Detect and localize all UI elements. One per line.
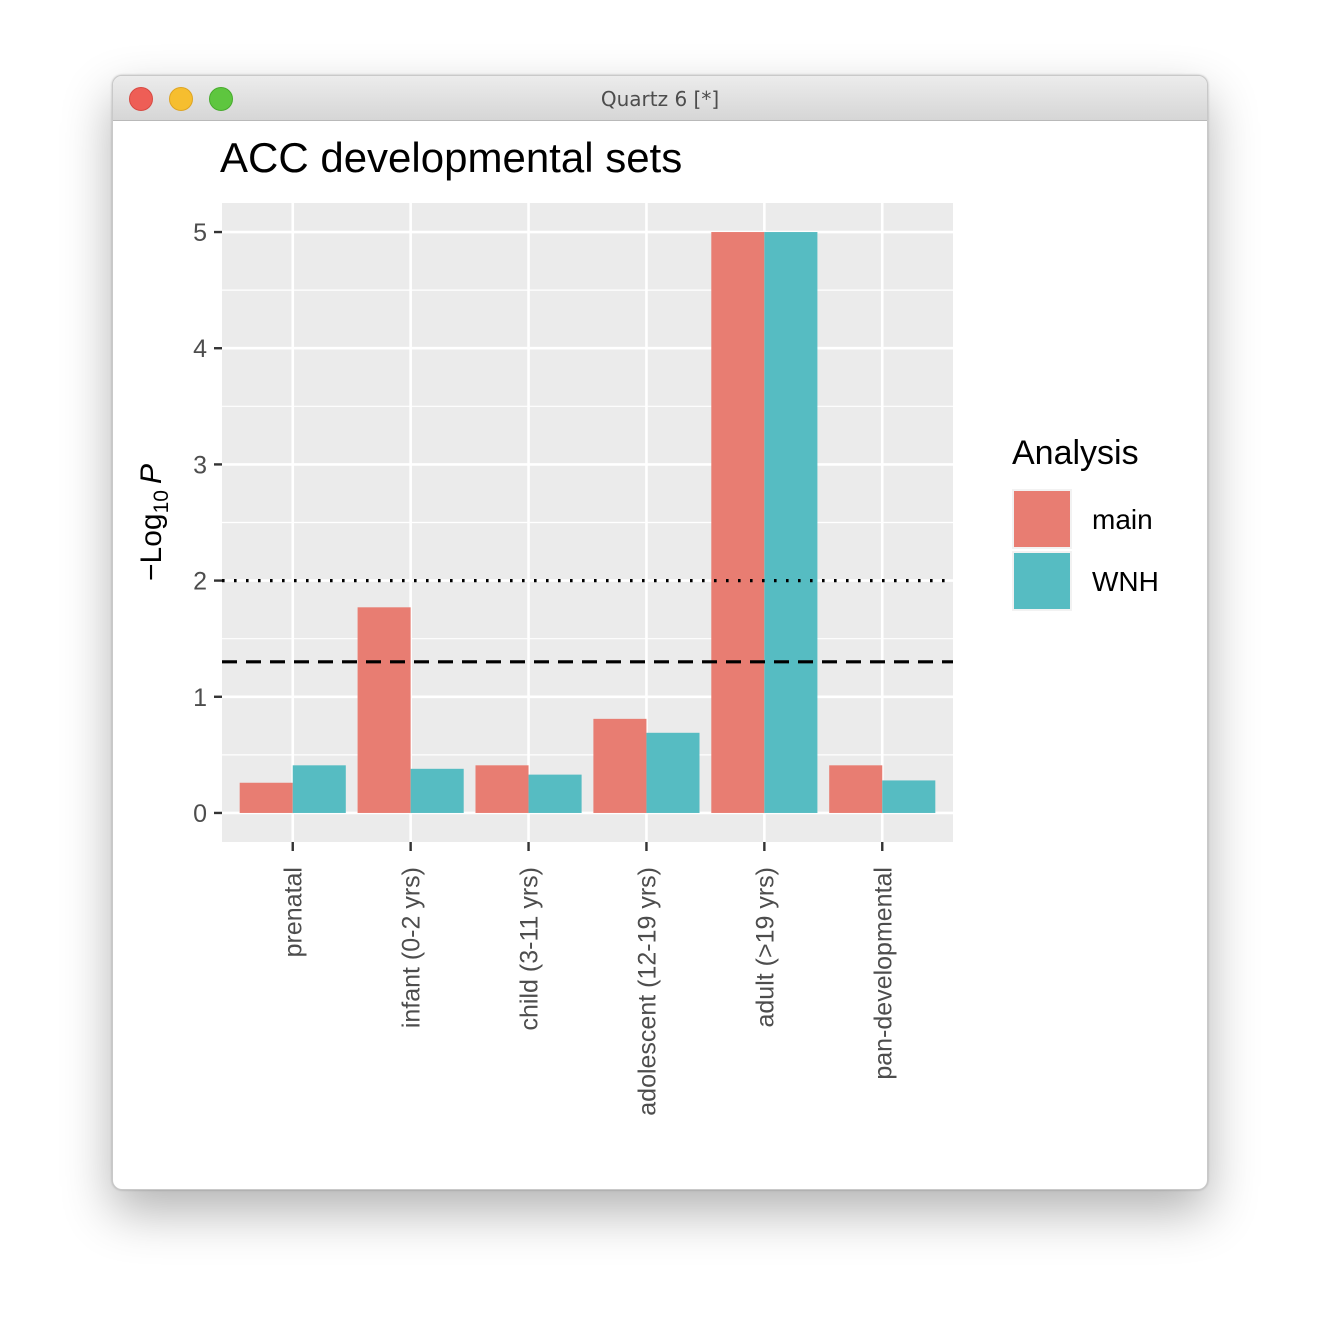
legend-title: Analysis <box>1012 434 1139 472</box>
x-tick-label: adolescent (12-19 yrs) <box>633 867 661 1116</box>
x-tick-label: adult (>19 yrs) <box>751 867 779 1028</box>
legend-swatch-WNH <box>1014 553 1070 609</box>
y-axis: 0 1 2 3 4 5 <box>193 219 222 828</box>
y-axis-label-subscript: 10 <box>150 490 173 513</box>
y-tick-label: 1 <box>193 684 207 712</box>
x-tick-label: child (3-11 yrs) <box>516 867 544 1030</box>
bar-WNH <box>528 774 582 813</box>
y-tick-label: 4 <box>193 335 207 363</box>
bar-WNH <box>764 232 818 813</box>
y-tick-label: 0 <box>193 800 207 828</box>
chart-title: ACC developmental sets <box>220 134 682 181</box>
grid-minor <box>222 289 953 756</box>
reference-lines <box>222 578 953 664</box>
x-axis: prenatal infant (0-2 yrs) child (3-11 yrs)… <box>280 842 897 1116</box>
bar-main <box>593 718 647 813</box>
bar-WNH <box>882 780 936 813</box>
chart: ACC developmental sets 0 1 2 3 4 5 prenatal in… <box>135 134 1159 1116</box>
bar-main <box>357 607 411 813</box>
quartz-window: Quartz 6 [*] ACC developmental sets 0 1 2 3… <box>112 75 1208 1190</box>
window-title: Quartz 6 [*] <box>600 87 720 111</box>
y-axis-label-italic: P <box>135 464 168 484</box>
legend-label-main: main <box>1092 504 1153 535</box>
bar-WNH <box>410 768 464 813</box>
legend: Analysis main WNH <box>1012 434 1159 611</box>
x-tick-label: pan-developmental <box>869 867 897 1080</box>
bars <box>239 232 936 813</box>
window-titlebar[interactable]: Quartz 6 [*] <box>113 76 1207 121</box>
minimize-window-button[interactable] <box>169 87 193 111</box>
y-tick-label: 3 <box>193 451 207 479</box>
zoom-window-button[interactable] <box>209 87 233 111</box>
x-tick-label: infant (0-2 yrs) <box>398 867 426 1028</box>
y-tick-label: 2 <box>193 568 207 596</box>
bar-main <box>475 765 529 813</box>
x-tick-label: prenatal <box>280 867 308 957</box>
bar-main <box>829 765 883 813</box>
y-axis-label-prefix: −Log <box>135 513 168 581</box>
close-window-button[interactable] <box>129 87 153 111</box>
y-axis-label: −Log10 P <box>135 464 173 581</box>
bar-main <box>711 232 765 813</box>
y-tick-label: 5 <box>193 219 207 247</box>
bar-WNH <box>646 732 700 813</box>
legend-label-WNH: WNH <box>1092 566 1159 597</box>
legend-swatch-main <box>1014 491 1070 547</box>
bar-WNH <box>292 765 346 813</box>
bar-main <box>239 782 293 813</box>
